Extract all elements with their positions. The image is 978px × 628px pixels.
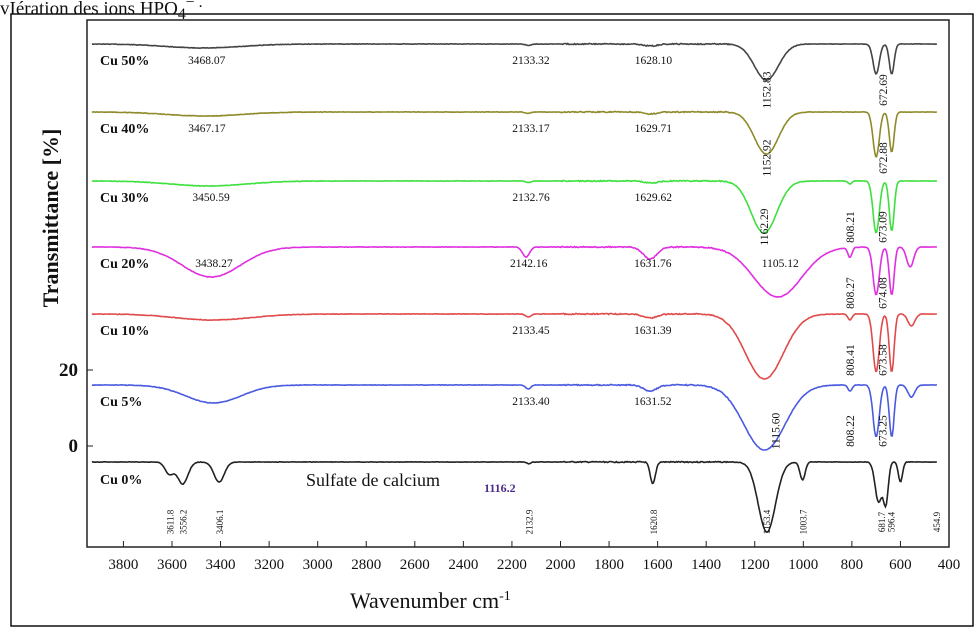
peak-annotation: 1162.29	[759, 208, 771, 245]
y-axis-label: Transmittance [%]	[38, 129, 63, 308]
peak-annotation: 672.88	[878, 142, 890, 174]
peak-annotation: 3450.59	[192, 192, 230, 204]
peak-annotation: 1631.39	[634, 325, 672, 337]
peak-annotation: 673.25	[878, 415, 890, 447]
x-tick-label: 1200	[740, 557, 770, 573]
peak-annotation: 3467.17	[188, 123, 226, 135]
x-axis-ticks: 3800 3600 3400 3200 3000 2800 2600 2400 2200 2000…	[108, 541, 960, 573]
peak-annotation: 1620.8	[649, 509, 659, 534]
spectrum-line	[91, 110, 938, 158]
peak-annotation: 1003.7	[799, 509, 809, 534]
peak-annotation: 596.4	[887, 511, 897, 532]
x-tick-label: 3800	[108, 557, 138, 573]
series-label: Cu 0%	[100, 473, 142, 488]
spectrum-line	[91, 42, 937, 81]
peak-annotation: 2133.45	[512, 325, 550, 337]
y-axis-ticks: 20 0	[59, 360, 93, 457]
x-axis-label: Wavenumber cm-1	[350, 588, 511, 613]
series-layer	[91, 42, 938, 533]
series-label: Cu 40%	[100, 122, 149, 137]
peak-annotation: 1153.4	[762, 509, 772, 534]
x-tick-label: 3000	[303, 557, 333, 573]
caption-tail: − .	[185, 0, 203, 11]
reference-label: Sulfate de calcium	[306, 470, 440, 490]
peak-annotation: 808.21	[845, 211, 857, 243]
peak-annotation: 2132.9	[524, 509, 534, 534]
series-label: Cu 20%	[100, 257, 149, 272]
x-tick-label: 2000	[545, 557, 575, 573]
y-tick-label: 20	[59, 360, 78, 381]
annotation-layer: Cu 50% 3468.07 2133.32 1628.10 1152.83 672.69…	[100, 54, 942, 534]
peak-annotation: 3406.1	[215, 510, 225, 535]
plot-frame	[86, 19, 950, 548]
peak-annotation: 1629.71	[635, 123, 673, 135]
reference-value: 1116.2	[484, 481, 516, 495]
x-tick-label: 1600	[643, 557, 673, 573]
series-label: Cu 5%	[100, 395, 142, 410]
peak-annotation: 1152.83	[761, 71, 773, 108]
x-tick-label: 3400	[206, 557, 236, 573]
y-tick-label: 0	[69, 436, 79, 457]
peak-annotation: 1152.92	[761, 139, 773, 176]
peak-annotation: 1105.12	[762, 258, 799, 270]
peak-annotation: 3556.2	[179, 510, 189, 535]
x-tick-label: 2600	[400, 557, 430, 573]
peak-annotation: 674.08	[878, 277, 890, 309]
series-label: Cu 50%	[100, 54, 149, 69]
peak-annotation: 3438.27	[195, 258, 233, 270]
peak-annotation: 672.69	[878, 74, 890, 106]
x-tick-label: 1000	[788, 557, 818, 573]
x-tick-label: 800	[841, 557, 864, 573]
peak-annotation: 2132.76	[512, 192, 550, 204]
series-label: Cu 10%	[100, 324, 149, 339]
x-tick-label: 600	[889, 557, 912, 573]
peak-annotation: 454.9	[932, 511, 942, 532]
figure-frame	[10, 13, 974, 627]
peak-annotation: 2133.40	[512, 396, 550, 408]
peak-annotation: 2133.17	[512, 123, 550, 135]
x-axis-label-sup: -1	[499, 589, 511, 604]
peak-annotation: 808.41	[845, 344, 857, 376]
peak-annotation: 3468.07	[188, 55, 226, 67]
peak-annotation: 1628.10	[635, 55, 673, 67]
peak-annotation: 1631.76	[634, 258, 672, 270]
spectrum-line	[91, 179, 937, 235]
peak-annotation: 3611.8	[165, 509, 175, 534]
spectrum-line	[91, 312, 937, 380]
x-tick-label: 3600	[157, 557, 187, 573]
x-tick-label: 2200	[497, 557, 527, 573]
peak-annotation: 2133.32	[512, 55, 550, 67]
x-tick-label: 2800	[351, 557, 381, 573]
peak-annotation: 673.58	[878, 344, 890, 376]
peak-annotation: 2142.16	[510, 258, 548, 270]
peak-annotation: 808.27	[845, 277, 857, 309]
peak-annotation: 1629.62	[635, 192, 673, 204]
x-tick-label: 400	[938, 557, 961, 573]
x-axis-label-text: Wavenumber cm	[350, 588, 499, 613]
spectrum-line	[91, 383, 937, 451]
x-tick-label: 1800	[594, 557, 624, 573]
peak-annotation: 681.7	[877, 511, 887, 532]
peak-annotation: 808.22	[845, 415, 857, 447]
spectrum-line	[91, 245, 937, 298]
peak-annotation: 673.09	[878, 211, 890, 243]
series-label: Cu 30%	[100, 191, 149, 206]
peak-annotation: 1115.60	[770, 412, 782, 449]
x-tick-label: 1400	[691, 557, 721, 573]
peak-annotation: 1631.52	[634, 396, 672, 408]
x-tick-label: 3200	[254, 557, 284, 573]
x-tick-label: 2400	[448, 557, 478, 573]
spectrum-line	[91, 460, 937, 533]
